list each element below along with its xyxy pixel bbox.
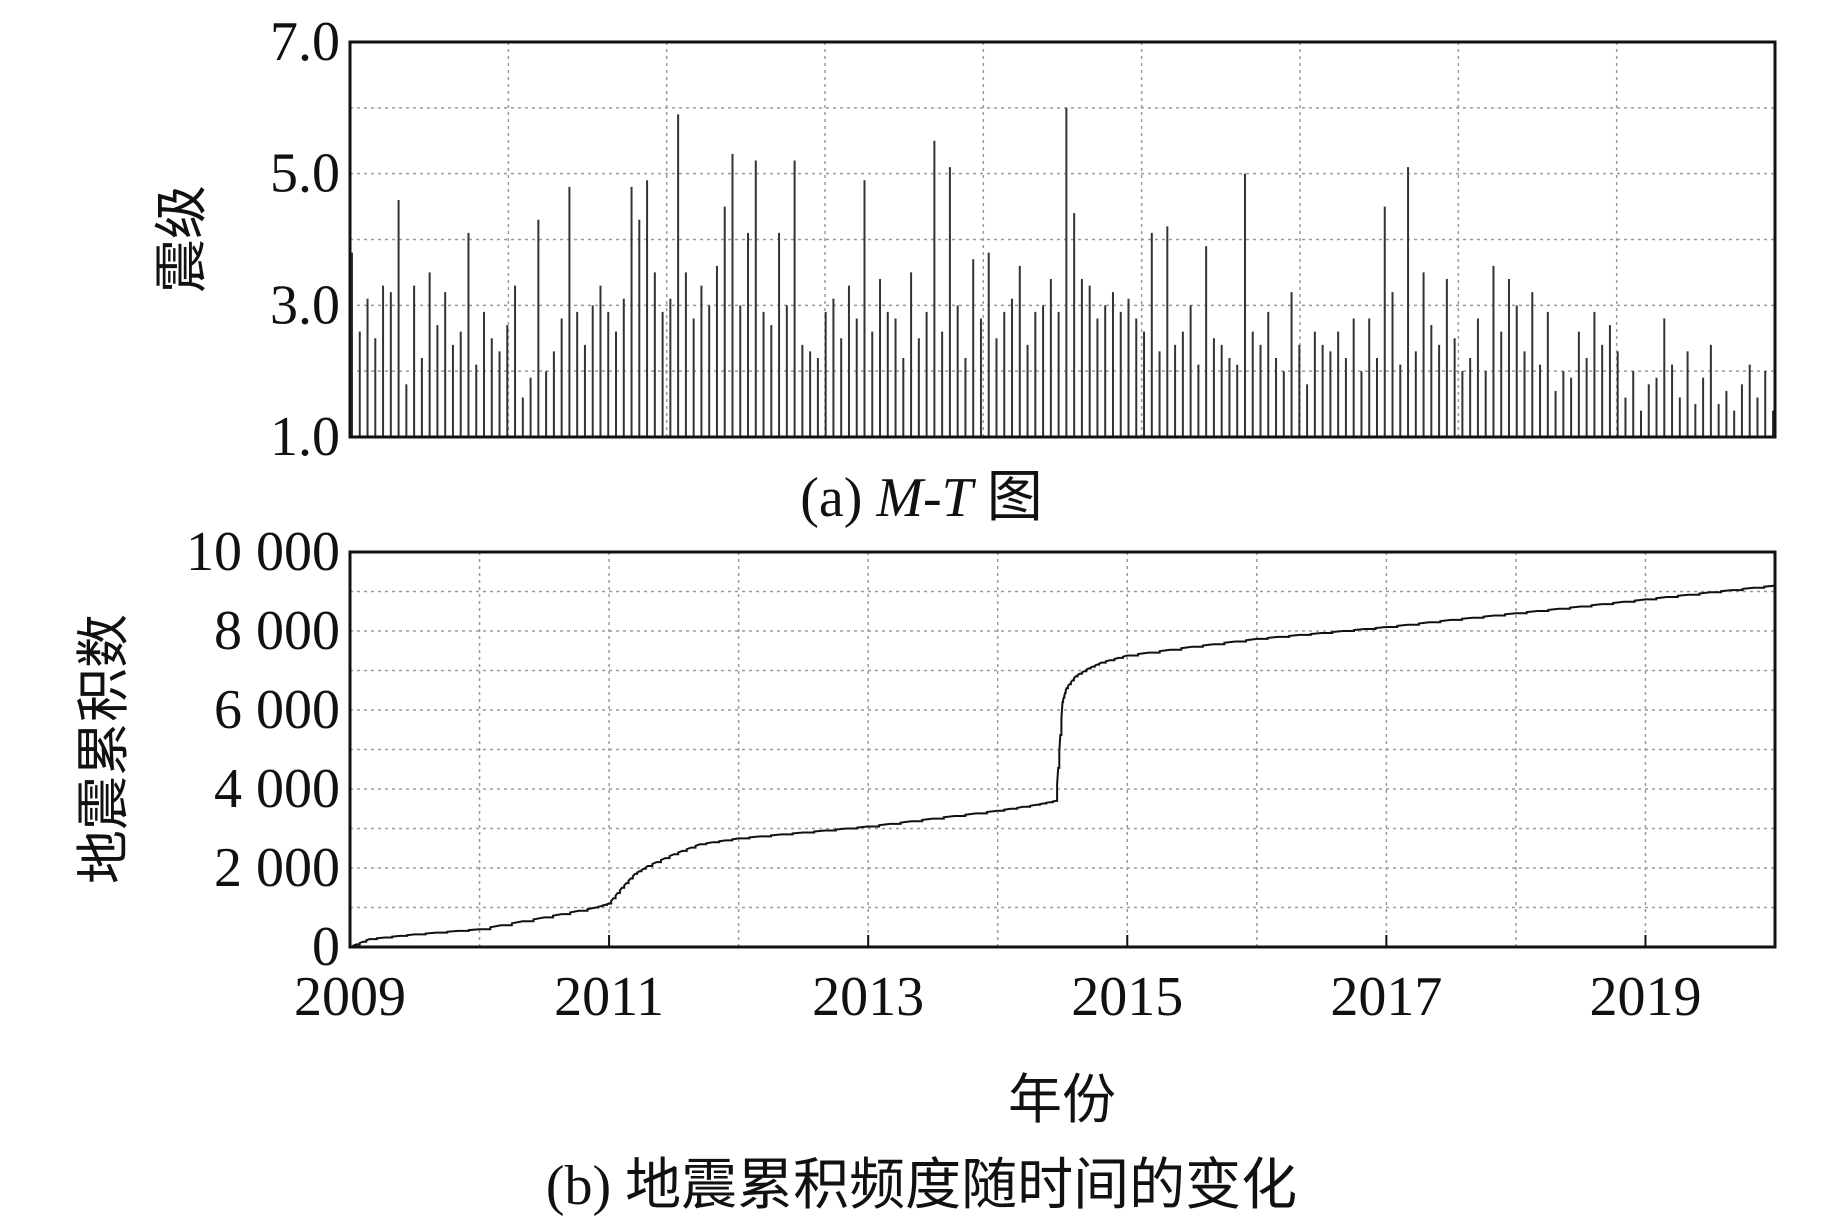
mt-y-tick-label: 1.0 [270,406,340,468]
cumulative-y-tick-labels: 0 2 000 4 000 6 000 8 000 10 000 [186,521,340,978]
cumulative-plot-area [350,552,1775,947]
cumulative-x-tick-label: 2013 [812,966,924,1028]
cumulative-y-tick-label: 2 000 [214,837,340,899]
cumulative-x-tick-label: 2015 [1071,966,1183,1028]
mt-caption: (a) M-T 图 [0,452,1843,533]
mt-y-axis-label: 震级 [150,185,213,293]
cumulative-y-axis-label: 地震累积数 [72,614,135,884]
mt-y-tick-label: 5.0 [270,143,340,205]
cumulative-x-tick-label: 2019 [1589,966,1701,1028]
cumulative-x-tick-label: 2011 [554,966,664,1028]
cumulative-x-tick-labels: 2009 2011 2013 2015 2017 2019 [294,935,1701,1028]
mt-magnitude-bars [351,107,1774,437]
mt-plot-frame [348,40,1777,439]
cumulative-y-tick-label: 10 000 [186,521,340,583]
mt-gridlines [350,42,1775,437]
mt-chart: 1.0 3.0 5.0 7.0 震级 [150,11,1777,468]
mt-caption-italic: M-T [876,467,973,529]
mt-y-tick-labels: 1.0 3.0 5.0 7.0 [270,11,340,468]
mt-y-tick-label: 7.0 [270,11,340,73]
cumulative-chart: 0 2 000 4 000 6 000 8 000 10 000 2009 2011 2013… [72,521,1777,1131]
cumulative-y-tick-label: 8 000 [214,600,340,662]
cumulative-plot-frame [348,550,1777,949]
mt-y-tick-label: 3.0 [270,274,340,336]
cumulative-x-tick-label: 2009 [294,966,406,1028]
cumulative-y-tick-label: 6 000 [214,679,340,741]
cumulative-caption: (b) 地震累积频度随时间的变化 [545,1155,1298,1217]
cumulative-series-line [350,584,1776,948]
mt-caption-suffix: 图 [972,467,1043,529]
cumulative-gridlines [350,552,1775,947]
cumulative-x-tick-label: 2017 [1330,966,1442,1028]
cumulative-y-tick-label: 4 000 [214,758,340,820]
mt-plot-area [350,42,1775,437]
cumulative-x-axis-label: 年份 [1008,1068,1116,1131]
mt-caption-prefix: (a) [800,467,877,529]
cumulative-y-tick-label: 0 [312,916,340,978]
